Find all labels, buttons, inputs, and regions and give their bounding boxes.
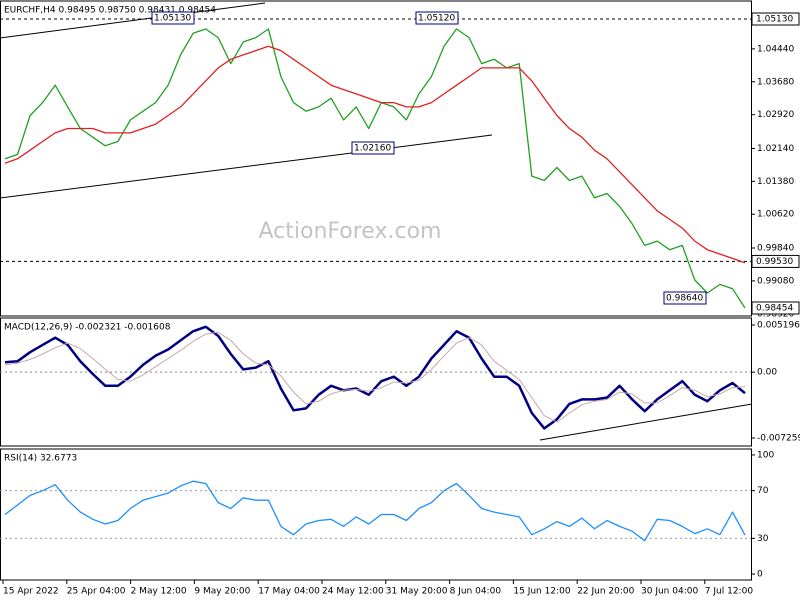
series-line [4, 28, 746, 309]
y-tick-label: 1.02140 [757, 144, 794, 154]
series-line [4, 480, 746, 542]
pane-border [0, 317, 752, 447]
y-tick-label: 0.99080 [757, 276, 794, 286]
x-tick-label: 2 May 12:00 [131, 587, 187, 597]
annotation-box [151, 11, 195, 25]
y-tick-label: 100 [757, 450, 774, 460]
x-tick-label: 15 Apr 2022 [3, 587, 59, 597]
trend-line [0, 2, 266, 39]
annotation: 1.02160 [354, 144, 391, 154]
annotation: 1.05130 [154, 14, 191, 24]
y-tick-label: 1.01380 [757, 177, 794, 187]
y-tick-label: 30 [757, 534, 769, 544]
annotation-box [415, 11, 459, 25]
pane-title: EURCHF,H4 0.98495 0.98750 0.98431 0.9845… [4, 6, 216, 16]
x-tick-label: 8 Jun 04:00 [450, 587, 502, 597]
level-box [751, 12, 800, 26]
watermark: ActionForex.com [259, 219, 442, 244]
annotation-box [663, 291, 707, 305]
level-label: 0.99530 [756, 257, 793, 267]
y-tick-label: 1.03680 [757, 77, 794, 87]
x-tick-label: 7 Jul 12:00 [705, 587, 754, 597]
pane-border [0, 0, 752, 317]
y-tick-label: 1.00620 [757, 210, 794, 220]
x-tick-label: 24 May 12:00 [322, 587, 384, 597]
series-line [4, 325, 746, 430]
level-label: 1.05130 [756, 15, 793, 25]
annotation: 1.05120 [418, 14, 455, 24]
y-tick-label: 0.00 [757, 368, 777, 378]
last-price-label: 0.98454 [756, 303, 793, 313]
series-line [4, 45, 746, 264]
x-tick-label: 25 Apr 04:00 [67, 587, 126, 597]
x-tick-label: 9 May 20:00 [194, 587, 250, 597]
trend-line [0, 134, 493, 199]
y-tick-label: -0.007259 [757, 434, 800, 444]
annotation: 0.98640 [666, 294, 703, 304]
y-tick-label: 0 [757, 570, 763, 580]
y-tick-label: 0.99840 [757, 243, 794, 253]
x-tick-label: 30 Jun 04:00 [641, 587, 698, 597]
y-tick-label: 1.04440 [757, 44, 794, 54]
series-line [4, 331, 746, 423]
annotation-box [351, 141, 395, 155]
x-tick-label: 22 Jun 20:00 [577, 587, 634, 597]
trend-line [539, 403, 753, 441]
x-tick-label: 17 May 04:00 [258, 587, 320, 597]
last-price-box [751, 301, 800, 315]
level-box [751, 254, 800, 268]
y-tick-label: 70 [757, 486, 769, 496]
y-tick-label: 0.005196 [757, 321, 800, 331]
x-tick-label: 15 Jun 12:00 [513, 587, 570, 597]
pane-title: RSI(14) 32.6773 [4, 454, 77, 464]
y-tick-label: 1.02920 [757, 110, 794, 120]
pane-border [0, 448, 752, 581]
x-tick-label: 31 May 20:00 [386, 587, 448, 597]
pane-title: MACD(12,26,9) -0.002321 -0.001608 [4, 323, 171, 333]
